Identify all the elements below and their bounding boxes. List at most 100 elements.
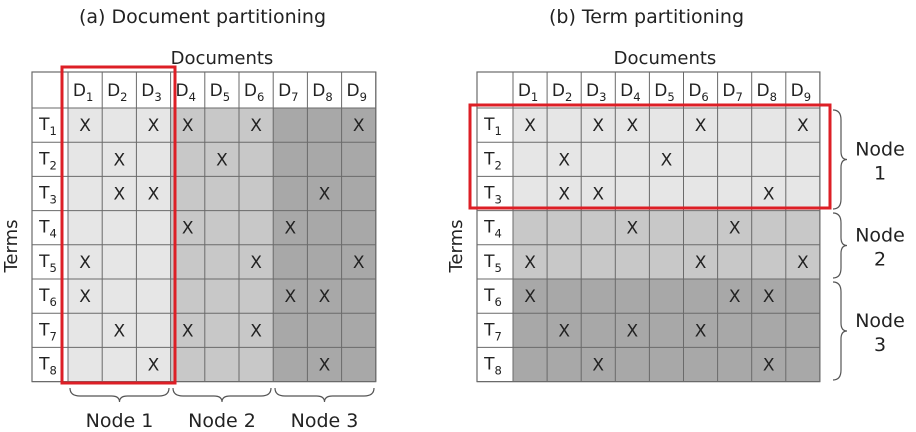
- matrix-cell: [204, 108, 239, 143]
- matrix-cell: [785, 210, 820, 245]
- matrix-cell: [683, 108, 718, 143]
- matrix-cell: [547, 108, 582, 143]
- occurrence-mark: X: [729, 219, 741, 239]
- matrix-cell: [239, 244, 274, 279]
- matrix-cell: [717, 347, 752, 382]
- matrix-cell: [68, 176, 103, 211]
- matrix-cell: [102, 347, 137, 382]
- document-header: D9: [346, 81, 366, 104]
- matrix-cell: [239, 313, 274, 348]
- matrix-cell: [341, 244, 376, 279]
- matrix-cell: [136, 176, 171, 211]
- matrix-cell: [717, 176, 752, 211]
- occurrence-mark: X: [250, 321, 262, 341]
- occurrence-mark: X: [763, 287, 775, 307]
- document-header: D7: [278, 81, 298, 104]
- matrix-cell: [717, 244, 752, 279]
- matrix-cell: [547, 279, 582, 314]
- term-header: T4: [483, 218, 502, 241]
- occurrence-mark: X: [182, 219, 194, 239]
- matrix-cell: [68, 347, 103, 382]
- matrix-cell: [785, 279, 820, 314]
- matrix-cell: [581, 108, 616, 143]
- node-label: Node: [855, 139, 905, 161]
- node-label: Node 1: [86, 410, 154, 432]
- matrix-cell: [136, 210, 171, 245]
- matrix-cell: [307, 142, 342, 177]
- matrix-cell: [273, 244, 308, 279]
- matrix-cell: [615, 347, 650, 382]
- node-brace: [69, 387, 170, 403]
- occurrence-mark: X: [592, 116, 604, 136]
- term-header: T1: [483, 115, 502, 138]
- matrix-cell: [68, 142, 103, 177]
- occurrence-mark: X: [148, 356, 160, 376]
- occurrence-mark: X: [558, 150, 570, 170]
- occurrence-mark: X: [148, 185, 160, 205]
- matrix-cell: [513, 347, 548, 382]
- matrix-cell: [785, 176, 820, 211]
- matrix-cell: [581, 142, 616, 177]
- document-header: D6: [688, 81, 708, 104]
- terms-axis-label: Terms: [1, 219, 22, 273]
- matrix-cell: [239, 108, 274, 143]
- matrix-cell: [239, 176, 274, 211]
- occurrence-mark: X: [524, 287, 536, 307]
- documents-axis-label: Documents: [614, 48, 717, 69]
- occurrence-mark: X: [182, 321, 194, 341]
- document-header: D6: [244, 81, 264, 104]
- matrix-cell: [683, 142, 718, 177]
- matrix-cell: [785, 142, 820, 177]
- matrix-cell: [341, 142, 376, 177]
- matrix-cell: [513, 210, 548, 245]
- matrix-cell: [102, 279, 137, 314]
- matrix-cell: [717, 142, 752, 177]
- node-brace: [832, 281, 848, 381]
- caption-document-partitioning: (a) Document partitioning: [79, 6, 326, 28]
- header-row-bg: [477, 72, 820, 108]
- matrix-cell: [102, 142, 137, 177]
- matrix-cell: [307, 244, 342, 279]
- occurrence-mark: X: [592, 356, 604, 376]
- matrix-cell: [547, 313, 582, 348]
- terms-axis-label: Terms: [446, 219, 467, 273]
- occurrence-mark: X: [524, 116, 536, 136]
- matrix-cell: [273, 313, 308, 348]
- term-header: T8: [38, 355, 57, 378]
- matrix-cell: [751, 176, 786, 211]
- occurrence-mark: X: [558, 321, 570, 341]
- occurrence-mark: X: [797, 253, 809, 273]
- matrix-cell: [239, 210, 274, 245]
- document-header: D8: [312, 81, 332, 104]
- matrix-cell: [204, 210, 239, 245]
- node-label-number: 2: [874, 249, 886, 271]
- occurrence-mark: X: [627, 116, 639, 136]
- occurrence-mark: X: [729, 287, 741, 307]
- matrix-cell: [102, 313, 137, 348]
- matrix-cell: [273, 347, 308, 382]
- matrix-cell: [615, 108, 650, 143]
- matrix-cell: [683, 176, 718, 211]
- matrix-cell: [102, 210, 137, 245]
- matrix-cell: [204, 142, 239, 177]
- matrix-cell: [751, 108, 786, 143]
- term-header: T3: [38, 184, 57, 207]
- matrix-cell: [717, 313, 752, 348]
- matrix-cell: [683, 347, 718, 382]
- document-header: D2: [552, 81, 572, 104]
- node-brace: [832, 109, 848, 210]
- term-header: T5: [38, 252, 57, 275]
- document-header: D7: [722, 81, 742, 104]
- node-label-number: 3: [874, 334, 886, 356]
- matrix-cell: [717, 108, 752, 143]
- term-header: T2: [483, 149, 502, 172]
- occurrence-mark: X: [695, 116, 707, 136]
- matrix-cell: [751, 279, 786, 314]
- term-header: T8: [483, 355, 502, 378]
- matrix-cell: [204, 347, 239, 382]
- node-1-highlight-box: [60, 65, 177, 385]
- matrix-border: [31, 71, 377, 383]
- documents-axis-label: Documents: [171, 48, 274, 69]
